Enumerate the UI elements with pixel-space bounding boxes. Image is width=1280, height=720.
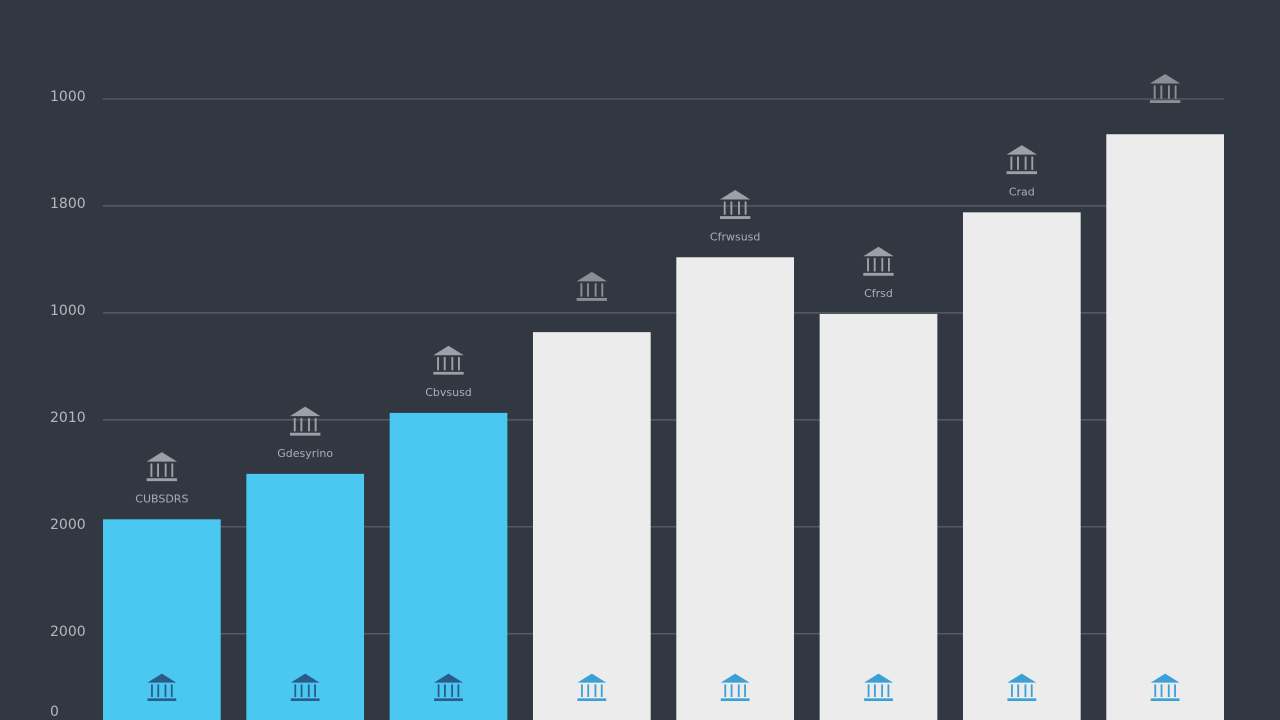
bar-icon <box>577 673 607 702</box>
y-tick-label: 1800 <box>50 196 86 212</box>
icon-roof <box>290 673 320 683</box>
top-icon <box>289 406 321 436</box>
bar <box>246 473 365 720</box>
icon-roof <box>289 406 321 417</box>
top-icon <box>576 271 608 301</box>
bar <box>532 332 651 720</box>
top-icon <box>719 190 751 220</box>
bar <box>389 412 508 720</box>
bar-icon <box>1007 673 1037 702</box>
bar-icon <box>720 673 750 702</box>
icon-roof <box>577 673 607 683</box>
icon-roof <box>147 673 177 683</box>
bar-icon <box>434 673 463 702</box>
bar-icon <box>147 673 177 702</box>
icon-roof <box>720 673 750 683</box>
category-label: Crad <box>1009 185 1035 198</box>
y-tick-label: 1000 <box>50 303 86 319</box>
icon-roof <box>434 673 463 683</box>
icon-roof <box>1150 673 1180 683</box>
icon-roof <box>1006 145 1038 155</box>
top-icon <box>146 452 178 482</box>
icon-roof <box>1149 74 1181 84</box>
bar <box>819 313 938 720</box>
top-icon <box>433 345 464 375</box>
top-icon <box>1149 74 1181 104</box>
y-tick-label: 2000 <box>50 517 86 533</box>
category-label: CUBSDRS <box>135 492 188 505</box>
y-tick-label: 0 <box>50 704 59 720</box>
category-label: Cfrwsusd <box>710 230 761 243</box>
y-tick-label: 2000 <box>50 624 86 640</box>
bar-icon <box>864 673 893 702</box>
bar <box>103 519 221 720</box>
bar <box>676 257 795 720</box>
category-label: Cfrsd <box>864 287 893 300</box>
category-label: Gdesyrino <box>277 447 333 460</box>
y-tick-label: 2010 <box>50 410 86 426</box>
icon-roof <box>146 452 178 462</box>
icon-roof <box>864 673 893 683</box>
icon-roof <box>1007 673 1037 683</box>
bar-icon <box>1150 673 1180 702</box>
top-icon <box>863 246 894 276</box>
icon-roof <box>863 246 894 257</box>
bar <box>962 212 1081 720</box>
icon-roof <box>576 271 608 282</box>
category-label: Cbvsusd <box>425 386 472 399</box>
bar-icon <box>290 673 320 702</box>
icon-roof <box>433 345 464 356</box>
bar <box>1106 134 1224 720</box>
y-tick-label: 1000 <box>50 89 86 105</box>
top-icon <box>1006 145 1038 175</box>
icon-roof <box>719 190 751 200</box>
